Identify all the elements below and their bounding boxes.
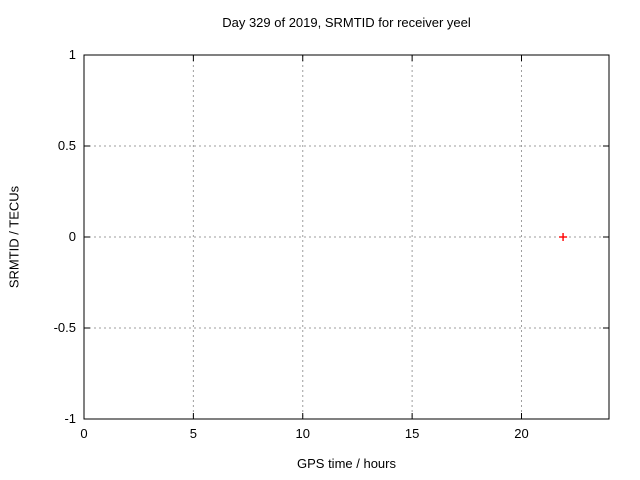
x-tick-label: 20 [514, 426, 528, 441]
y-axis-label: SRMTID / TECUs [6, 185, 22, 289]
y-tick-label: 0.5 [58, 138, 76, 153]
chart-title: Day 329 of 2019, SRMTID for receiver yee… [222, 15, 471, 30]
x-tick-label: 5 [190, 426, 197, 441]
x-tick-label: 15 [405, 426, 419, 441]
y-tick-label: -1 [64, 411, 76, 426]
x-tick-label: 0 [80, 426, 87, 441]
y-tick-label: -0.5 [54, 320, 76, 335]
x-axis-label: GPS time / hours [297, 456, 396, 471]
y-tick-label: 1 [69, 47, 76, 62]
y-tick-label: 0 [69, 229, 76, 244]
x-tick-label: 10 [296, 426, 310, 441]
